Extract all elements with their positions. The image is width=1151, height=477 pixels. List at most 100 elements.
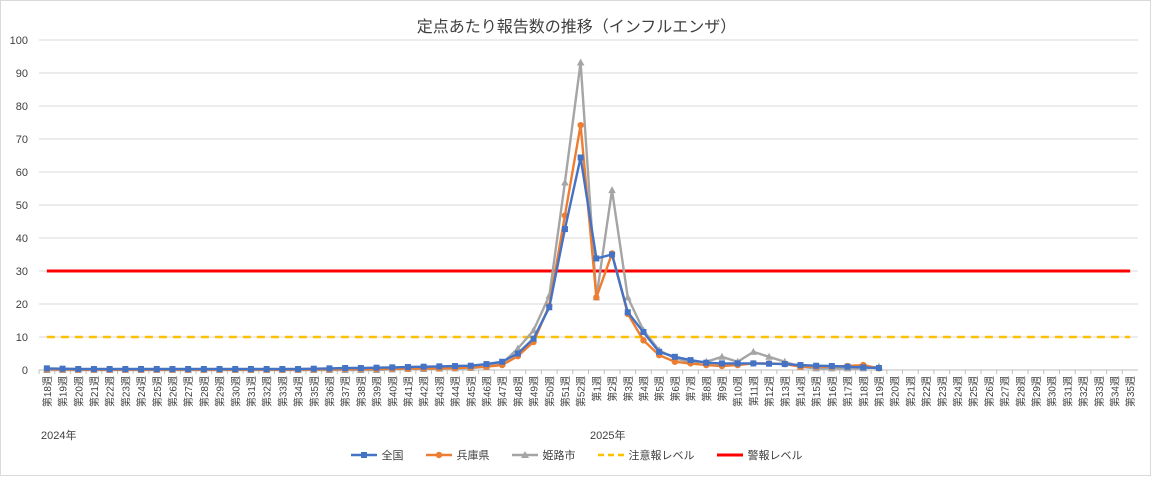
y-tick-label-40: 40 xyxy=(16,233,28,245)
legend-label-national: 全国 xyxy=(381,450,404,462)
chart-title: 定点あたり報告数の推移（インフルエンザ） xyxy=(416,19,737,36)
data-point-national xyxy=(216,366,223,373)
x-tick-label: 第51週 xyxy=(559,376,572,407)
data-point-himeji xyxy=(576,58,585,66)
data-point-national xyxy=(577,154,584,161)
x-tick-label: 第20週 xyxy=(72,376,85,407)
legend-item-warning-level: 警報レベル xyxy=(716,447,803,463)
x-tick-label: 第9週 xyxy=(716,376,729,402)
data-point-himeji xyxy=(561,178,569,186)
x-tick-label: 第7週 xyxy=(685,376,698,402)
x-tick-label: 第38週 xyxy=(355,376,368,407)
x-tick-label: 第35週 xyxy=(308,376,321,407)
data-point-national xyxy=(153,366,160,373)
data-point-national xyxy=(718,360,725,367)
x-tick-label: 第31週 xyxy=(245,376,258,407)
y-tick-label-90: 90 xyxy=(16,68,28,80)
data-point-himeji xyxy=(765,352,773,360)
series-line-himeji xyxy=(46,61,880,372)
x-tick-label: 第8週 xyxy=(700,376,713,402)
x-tick-label: 第32週 xyxy=(261,376,274,407)
data-point-national xyxy=(844,363,851,370)
x-tick-label: 第49週 xyxy=(528,376,541,407)
legend-label-warning-level: 警報レベル xyxy=(747,450,803,462)
legend-item-national: 全国 xyxy=(350,447,404,463)
data-point-national xyxy=(310,365,317,372)
x-tick-label: 第26週 xyxy=(983,376,996,407)
x-tick-label: 第42週 xyxy=(418,376,431,407)
data-point-national xyxy=(734,360,741,367)
legend-label-himeji: 姫路市 xyxy=(542,450,576,462)
data-point-national xyxy=(813,362,820,369)
x-tick-label: 第13週 xyxy=(779,376,792,407)
year-label-2024: 2024年 xyxy=(41,430,77,442)
x-tick-label: 第34週 xyxy=(292,376,305,407)
x-tick-label: 第30週 xyxy=(229,376,242,407)
x-tick-label: 第44週 xyxy=(449,376,462,407)
y-tick-label-0: 0 xyxy=(22,365,28,377)
y-tick-label-60: 60 xyxy=(16,167,28,179)
x-tick-label: 第23週 xyxy=(936,376,949,407)
x-tick-label: 第19週 xyxy=(57,376,70,407)
data-point-national xyxy=(687,357,694,364)
x-tick-label: 第15週 xyxy=(810,376,823,407)
data-point-himeji xyxy=(623,293,632,301)
x-tick-label: 第46週 xyxy=(480,376,493,407)
x-tick-label: 第22週 xyxy=(104,376,117,407)
x-tick-label: 第16週 xyxy=(826,376,839,407)
x-tick-label: 第37週 xyxy=(339,376,352,407)
data-point-national xyxy=(624,309,631,316)
data-point-national xyxy=(263,366,270,373)
x-tick-label: 第3週 xyxy=(622,376,635,402)
y-tick-label-80: 80 xyxy=(16,101,28,113)
data-point-national xyxy=(530,335,537,342)
data-point-national xyxy=(232,366,239,373)
data-point-national xyxy=(122,366,129,373)
legend-item-himeji: 姫路市 xyxy=(511,447,576,463)
data-point-himeji xyxy=(529,326,538,334)
x-tick-label: 第17週 xyxy=(842,376,855,407)
data-point-hyogo xyxy=(593,294,600,301)
x-tick-label: 第29週 xyxy=(214,376,227,407)
data-point-national xyxy=(467,362,474,369)
data-point-national xyxy=(546,304,553,311)
data-point-national xyxy=(593,255,600,262)
chart-legend: 全国 兵庫県 姫路市 注意報レベル 警報レベル xyxy=(1,447,1151,463)
y-tick-label-10: 10 xyxy=(16,332,28,344)
data-point-national xyxy=(671,353,678,360)
data-point-national xyxy=(59,365,66,372)
x-tick-label: 第24週 xyxy=(951,376,964,407)
data-point-national xyxy=(609,251,616,258)
x-tick-label: 第28週 xyxy=(198,376,211,407)
x-tick-label: 第34週 xyxy=(1108,376,1121,407)
x-tick-label: 第21週 xyxy=(88,376,101,407)
data-point-national xyxy=(138,366,145,373)
data-point-national xyxy=(875,365,882,372)
x-tick-label: 第26週 xyxy=(166,376,179,407)
data-point-national xyxy=(200,366,207,373)
data-point-national xyxy=(75,366,82,373)
data-point-national xyxy=(295,366,302,373)
x-tick-label: 第27週 xyxy=(182,376,195,407)
x-tick-label: 第22週 xyxy=(920,376,933,407)
data-point-national xyxy=(373,364,380,371)
x-axis: 第18週 第19週 第20週 第21週 第22週 第23週 第24週 第25週 第26週 第27週… xyxy=(38,370,1137,407)
data-point-national xyxy=(404,364,411,371)
y-tick-label-20: 20 xyxy=(16,299,28,311)
y-tick-label-30: 30 xyxy=(16,266,28,278)
year-label-2025: 2025年 xyxy=(590,430,626,442)
data-point-national xyxy=(90,366,97,373)
data-point-national xyxy=(389,364,396,371)
x-tick-label: 第5週 xyxy=(653,376,666,402)
x-tick-label: 第25週 xyxy=(151,376,164,407)
data-point-national xyxy=(703,359,710,366)
legend-label-hyogo: 兵庫県 xyxy=(456,450,490,462)
x-tick-label: 第23週 xyxy=(119,376,132,407)
x-tick-label: 第50週 xyxy=(543,376,556,407)
data-point-himeji xyxy=(718,352,726,360)
y-axis: 0 10 20 30 40 50 60 70 80 90 100 xyxy=(10,35,28,377)
x-tick-label: 第33週 xyxy=(276,376,289,407)
data-point-himeji xyxy=(514,344,522,352)
x-tick-label: 第24週 xyxy=(135,376,148,407)
